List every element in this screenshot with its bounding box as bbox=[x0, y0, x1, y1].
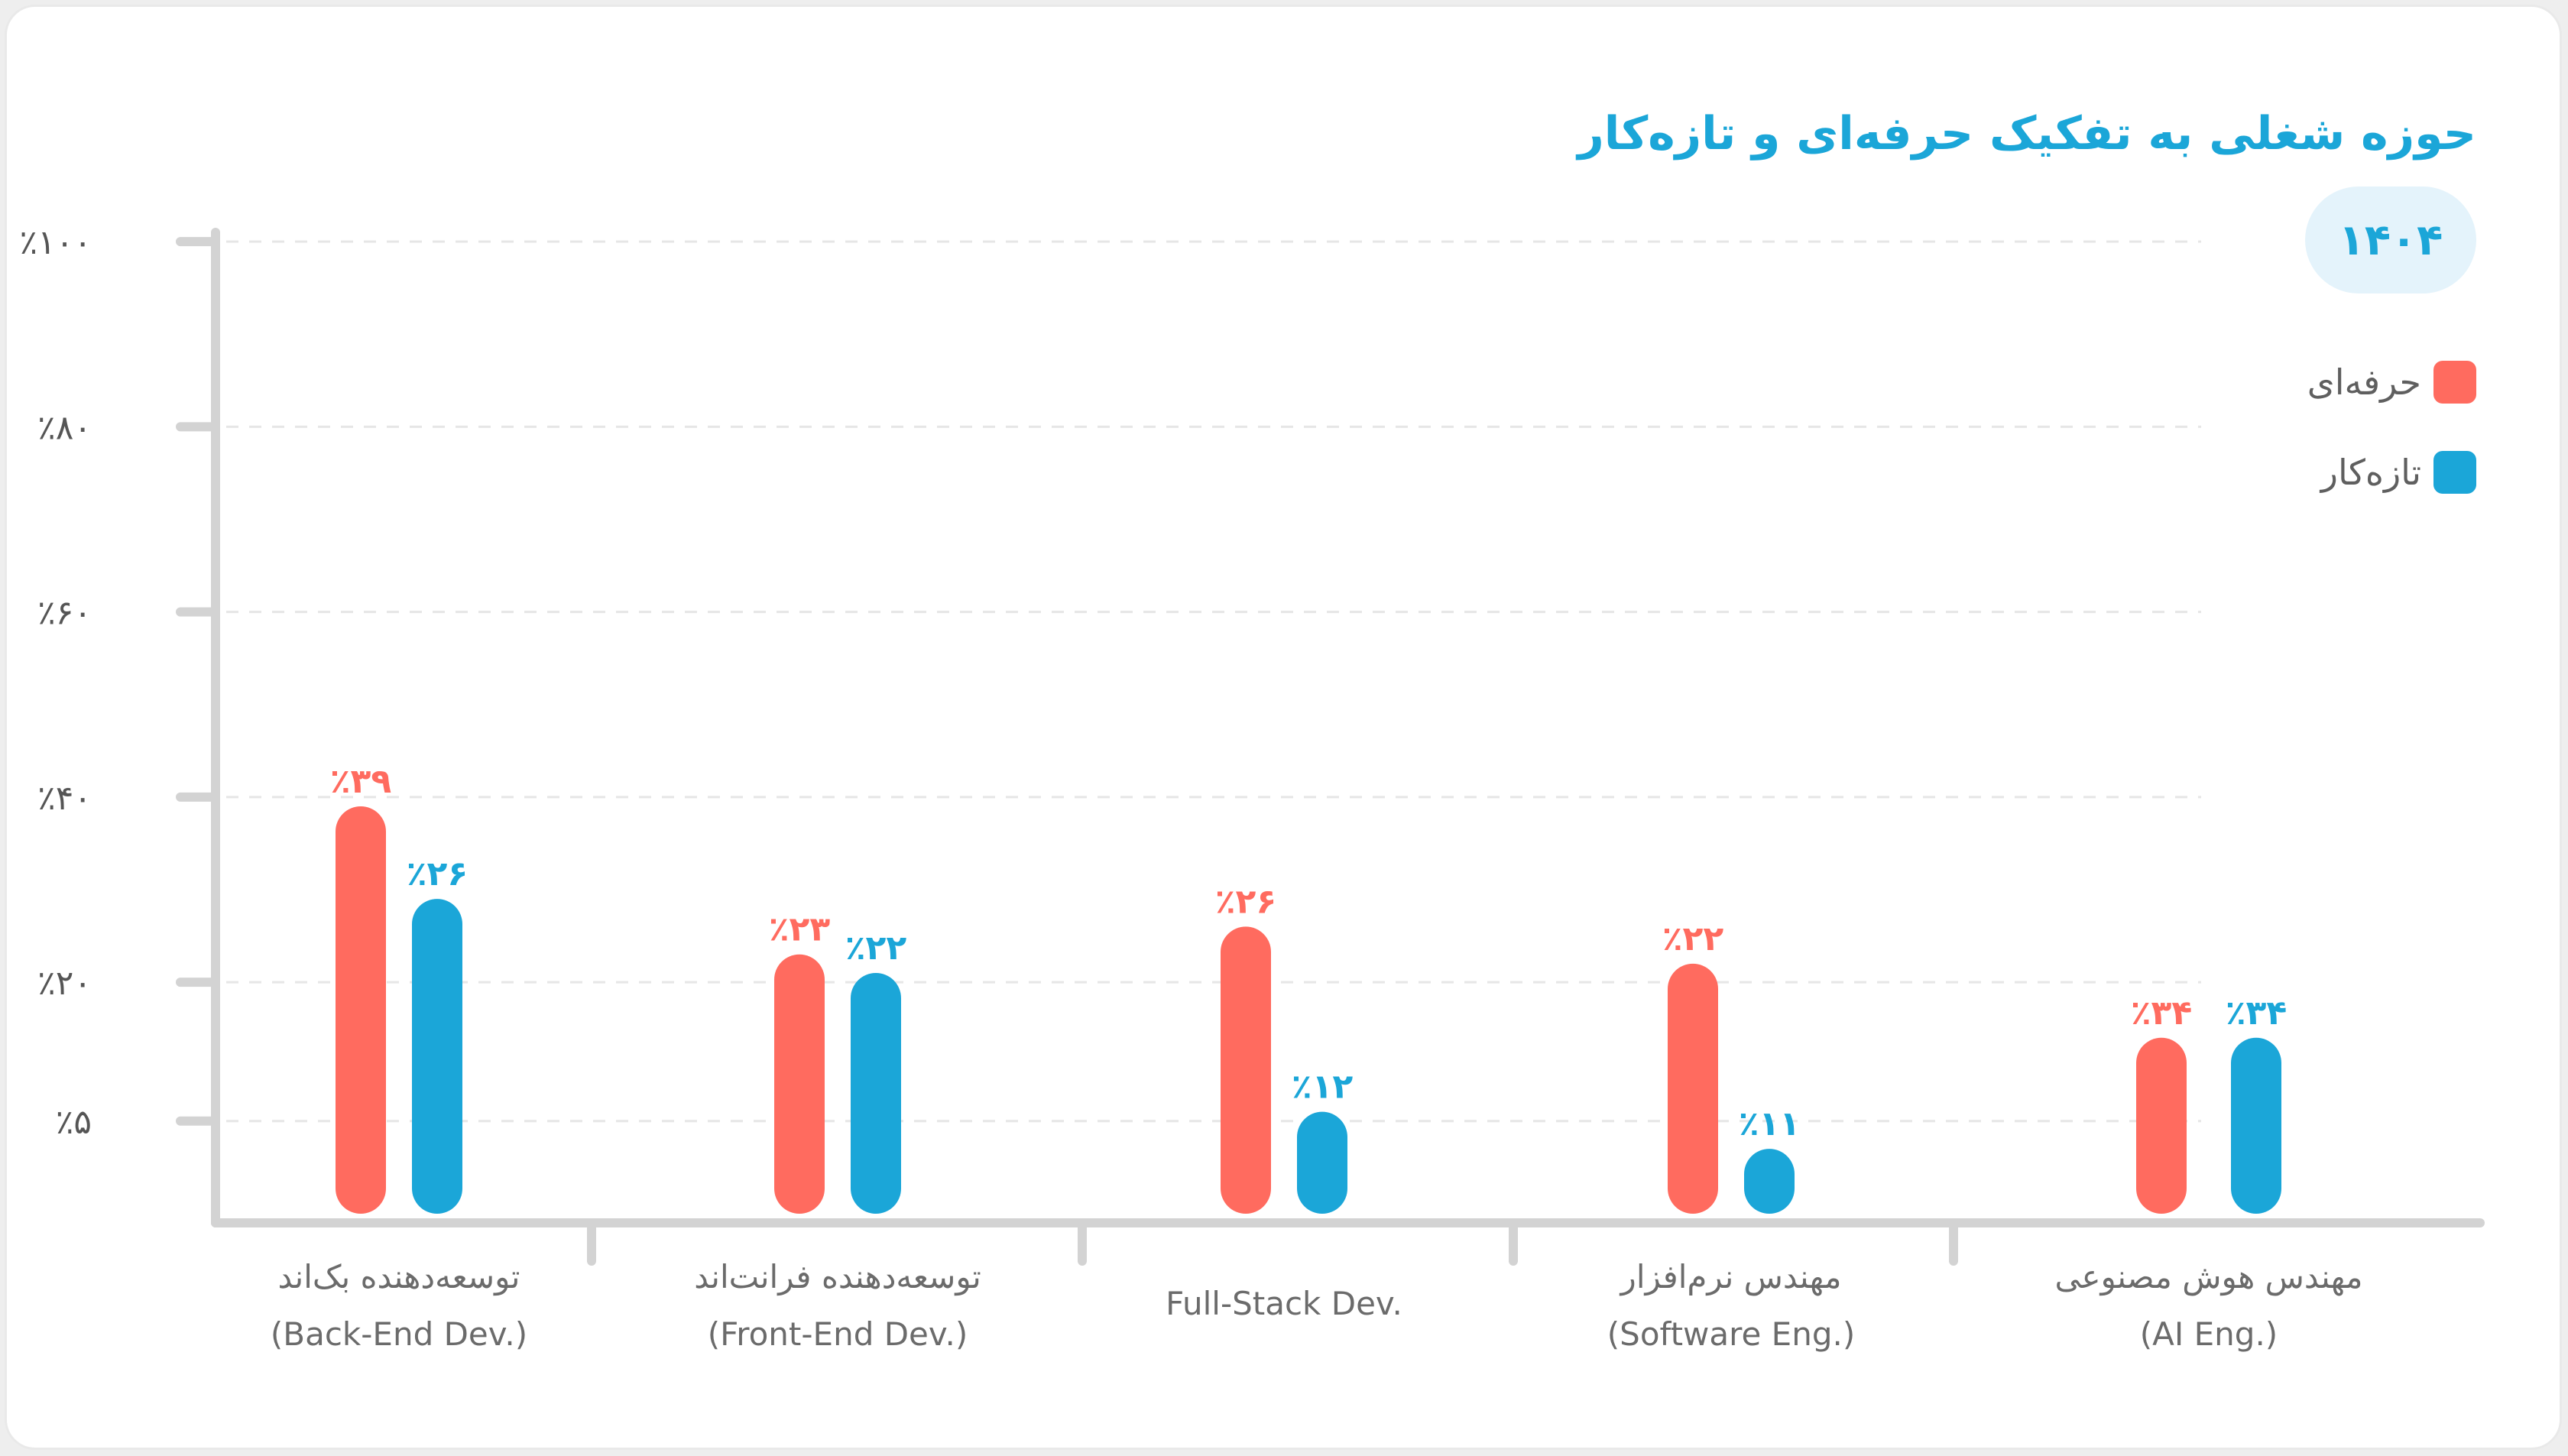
category-label: مهندس هوش مصنوعی bbox=[2054, 1258, 2362, 1296]
legend-swatch-junior bbox=[2433, 451, 2476, 494]
data-label-junior: ٪۳۴ bbox=[2226, 994, 2288, 1033]
y-tick-label: ٪۴۰ bbox=[37, 779, 92, 818]
bar-professional bbox=[336, 806, 386, 1214]
category-label: Full-Stack Dev. bbox=[1166, 1285, 1402, 1322]
data-label-professional: ٪۲۲ bbox=[1662, 919, 1724, 958]
legend-label-professional: حرفه‌ای bbox=[2307, 362, 2421, 403]
category-sublabel: (Back-End Dev.) bbox=[271, 1315, 527, 1353]
category-sublabel: (Front-End Dev.) bbox=[708, 1315, 968, 1353]
category-label: مهندس نرم‌افزار bbox=[1620, 1258, 1842, 1296]
legend-item-professional: حرفه‌ای bbox=[2307, 359, 2476, 405]
data-label-professional: ٪۲۳ bbox=[769, 910, 831, 949]
category-label: توسعه‌دهنده بک‌اند bbox=[278, 1258, 520, 1295]
bar-junior bbox=[1744, 1149, 1795, 1214]
bar-professional bbox=[2136, 1037, 2187, 1214]
chart-title: حوزه شغلی به تفکیک حرفه‌ای و تازه‌کار bbox=[1577, 107, 2476, 161]
bar-junior bbox=[851, 972, 901, 1214]
y-tick-label: ٪۵ bbox=[56, 1103, 92, 1142]
data-label-junior: ٪۲۲ bbox=[845, 929, 907, 968]
legend-item-junior: تازه‌کار bbox=[2307, 449, 2476, 495]
bar-junior bbox=[2231, 1037, 2281, 1214]
category-sublabel: (AI Eng.) bbox=[2140, 1315, 2278, 1353]
y-tick-label: ٪۲۰ bbox=[37, 964, 92, 1003]
data-label-professional: ٪۳۹ bbox=[330, 762, 392, 801]
legend: حرفه‌ای تازه‌کار bbox=[2307, 359, 2476, 540]
data-label-junior: ٪۱۱ bbox=[1739, 1104, 1801, 1143]
data-label-professional: ٪۲۶ bbox=[1215, 882, 1277, 921]
bar-professional bbox=[774, 954, 825, 1214]
data-label-junior: ٪۲۶ bbox=[407, 854, 469, 893]
legend-label-junior: تازه‌کار bbox=[2320, 452, 2421, 493]
y-tick-label: ٪۶۰ bbox=[37, 594, 92, 633]
bar-professional bbox=[1668, 963, 1718, 1214]
bar-junior bbox=[1297, 1111, 1347, 1214]
y-tick-label: ٪۸۰ bbox=[37, 408, 92, 447]
bar-professional bbox=[1221, 926, 1271, 1214]
y-tick-label: ٪۱۰۰ bbox=[19, 223, 92, 262]
data-label-professional: ٪۳۴ bbox=[2131, 994, 2193, 1033]
bar-junior bbox=[412, 899, 462, 1214]
category-sublabel: (Software Eng.) bbox=[1607, 1315, 1855, 1353]
legend-swatch-professional bbox=[2433, 361, 2476, 404]
category-label: توسعه‌دهنده فرانت‌اند bbox=[694, 1258, 981, 1295]
data-label-junior: ٪۱۲ bbox=[1292, 1068, 1354, 1107]
year-badge: ۱۴۰۴ bbox=[2305, 186, 2476, 293]
